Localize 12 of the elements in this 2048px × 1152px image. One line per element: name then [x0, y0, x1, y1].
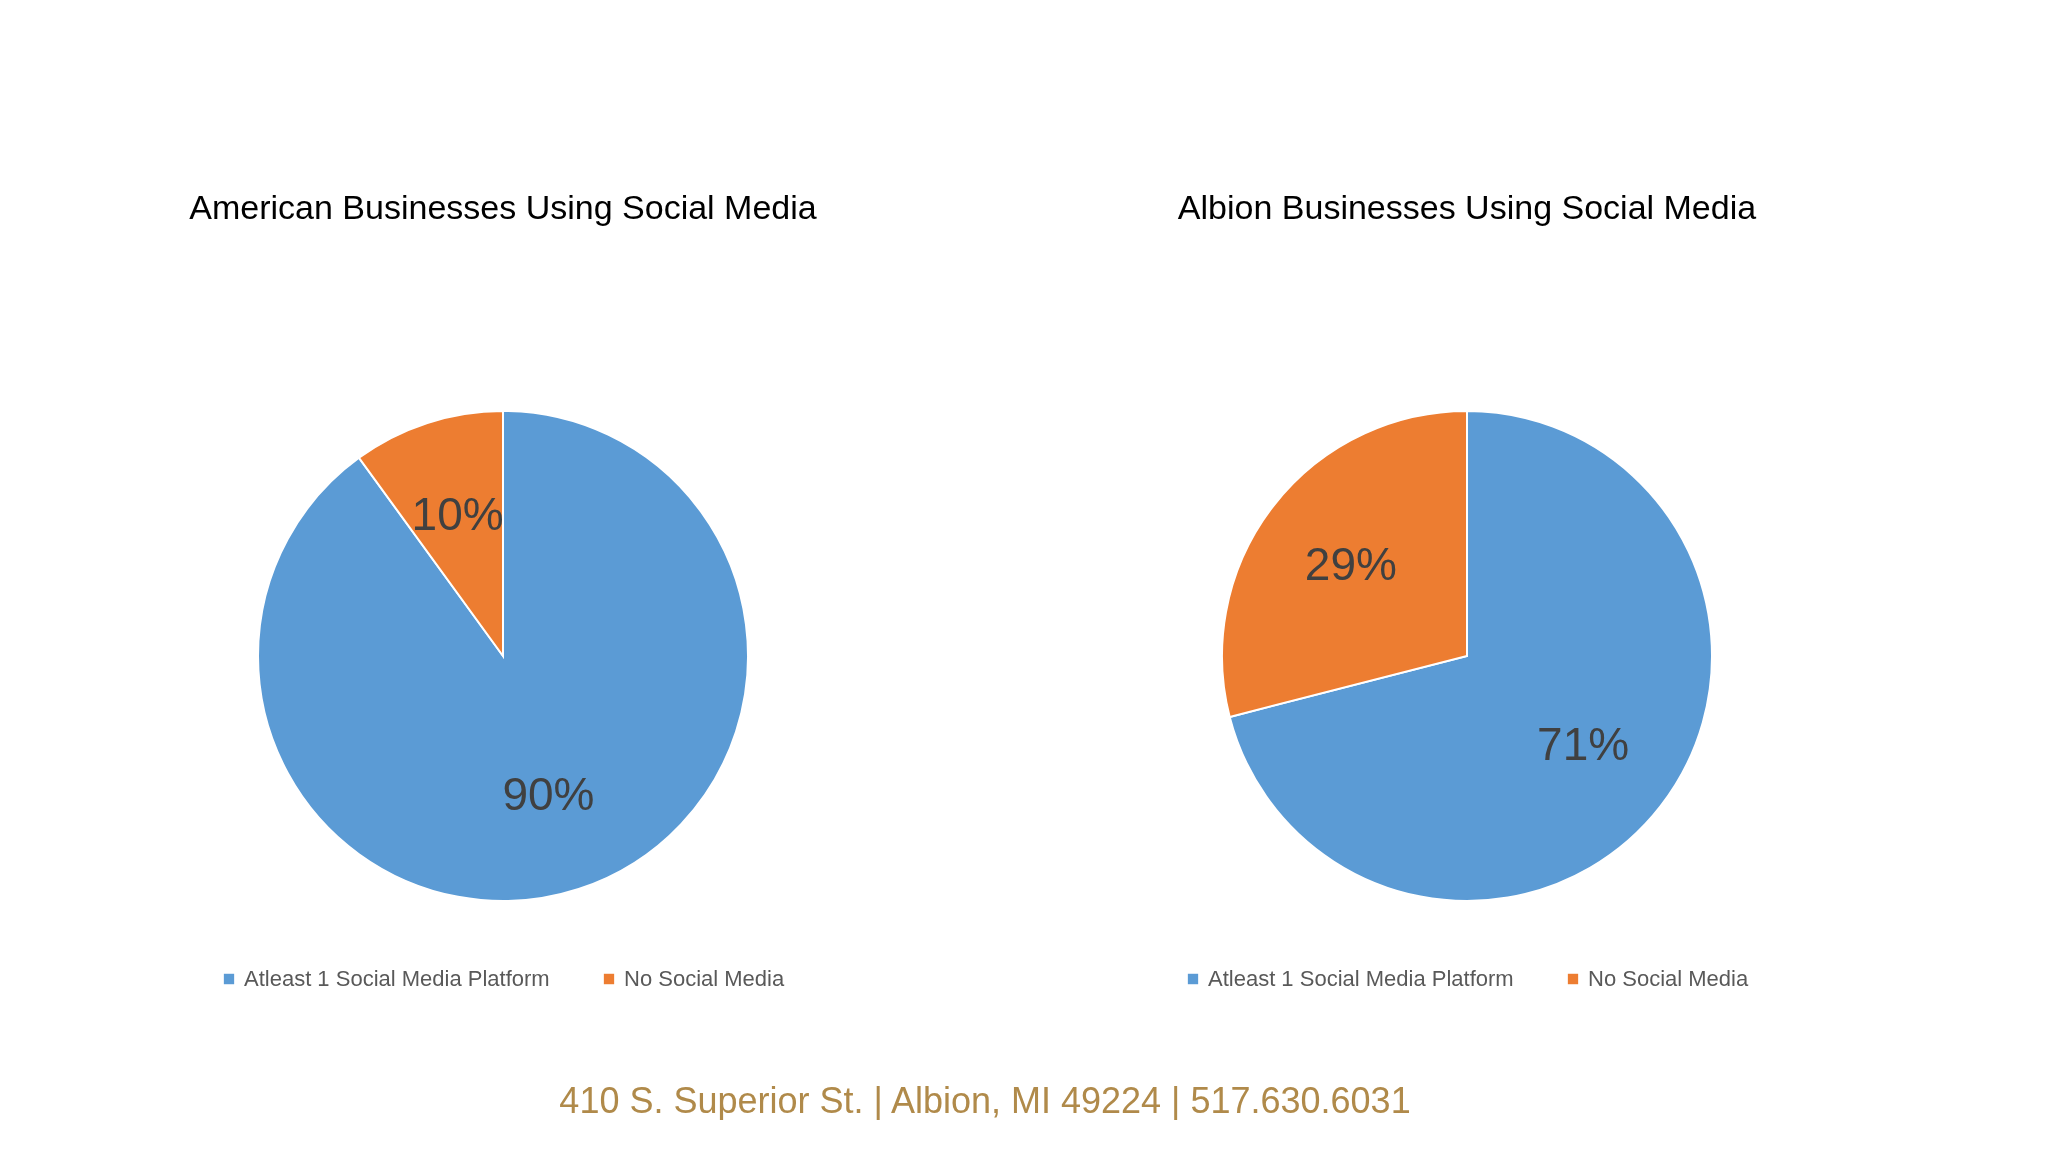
data-label: 29% [1304, 537, 1397, 590]
legend-label: Atleast 1 Social Media Platform [244, 966, 550, 991]
legend-label: No Social Media [624, 966, 785, 991]
chart-title: American Businesses Using Social Media [189, 188, 817, 226]
data-label: 90% [502, 767, 595, 820]
data-label: 71% [1537, 718, 1630, 771]
text: 410 S. Superior St. | Albion, MI 49224 | 517.630.6031 [559, 1080, 1411, 1121]
chart-title: Albion Businesses Using Social Media [1177, 188, 1757, 226]
data-label: 10% [411, 488, 504, 541]
legend-label: Atleast 1 Social Media Platform [1208, 966, 1514, 991]
legend-label: No Social Media [1588, 966, 1749, 991]
pie-slice [257, 410, 749, 902]
